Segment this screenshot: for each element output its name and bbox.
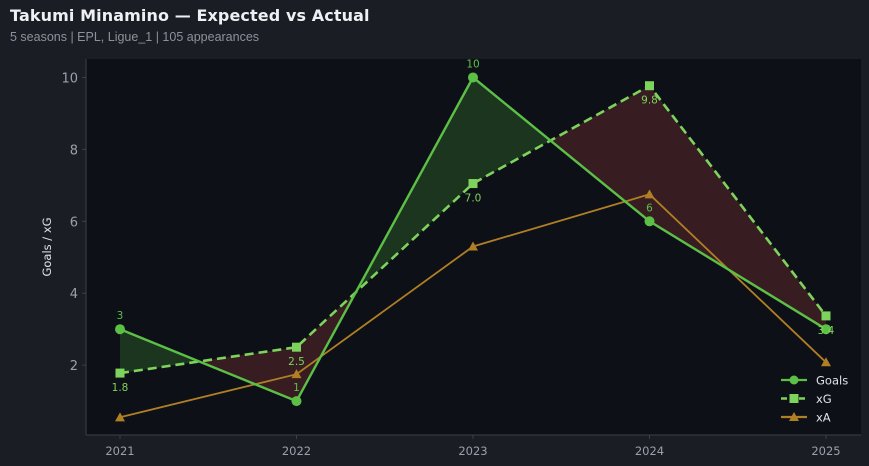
goals-point bbox=[644, 216, 655, 227]
legend-label: xG bbox=[816, 392, 832, 406]
goals-point bbox=[821, 324, 831, 335]
legend-item: xG bbox=[781, 392, 832, 406]
xg-data-label: 9.8 bbox=[641, 95, 658, 107]
underperformance-fill bbox=[550, 85, 650, 222]
goals-point bbox=[115, 324, 125, 335]
xa-point bbox=[821, 357, 831, 367]
y-tick-label: 8 bbox=[70, 143, 78, 158]
overperformance-fill bbox=[120, 329, 200, 374]
y-tick-label: 2 bbox=[70, 359, 78, 374]
legend: Goals xG xA bbox=[781, 374, 848, 425]
xg-data-label: 2.5 bbox=[288, 356, 305, 368]
legend-marker-circle bbox=[789, 375, 799, 385]
xa-point bbox=[291, 369, 302, 379]
x-tick-label: 2025 bbox=[811, 444, 840, 458]
legend-marker-square bbox=[789, 394, 799, 403]
legend-item: Goals bbox=[781, 374, 848, 388]
goals-data-label: 3 bbox=[117, 310, 124, 322]
legend-label: Goals bbox=[816, 374, 848, 388]
legend-label: xA bbox=[816, 411, 831, 425]
xg-point bbox=[292, 342, 301, 352]
underperformance-fill bbox=[199, 347, 297, 402]
xg-point bbox=[115, 368, 125, 378]
xg-point bbox=[821, 311, 831, 321]
y-tick-label: 6 bbox=[70, 215, 78, 230]
xg-point bbox=[468, 179, 478, 189]
x-tick-label: 2023 bbox=[458, 444, 487, 458]
y-axis-label: Goals / xG bbox=[40, 217, 54, 276]
underperformance-fill bbox=[649, 85, 826, 330]
xg-point bbox=[645, 81, 654, 91]
xg-data-label: 7.0 bbox=[465, 193, 482, 205]
xg-line bbox=[119, 84, 828, 375]
y-tick-label: 4 bbox=[70, 287, 78, 302]
x-tick-label: 2024 bbox=[635, 444, 664, 458]
goals-point bbox=[291, 396, 302, 407]
legend-item: xA bbox=[781, 411, 831, 425]
legend-marker-triangle bbox=[789, 412, 799, 421]
goals-data-label: 10 bbox=[466, 58, 479, 70]
chart-title: Takumi Minamino — Expected vs Actual bbox=[10, 6, 370, 25]
xa-point bbox=[115, 412, 125, 422]
xa-point bbox=[468, 241, 478, 251]
goals-point bbox=[468, 72, 478, 83]
goals-data-label: 6 bbox=[646, 202, 653, 214]
xg-data-label: 3.4 bbox=[818, 325, 835, 337]
y-tick-label: 10 bbox=[61, 71, 78, 86]
goals-data-label: 1 bbox=[293, 382, 300, 394]
x-tick-label: 2021 bbox=[105, 444, 134, 458]
xa-point bbox=[644, 189, 655, 199]
overperformance-fill bbox=[473, 77, 551, 184]
chart-subtitle: 5 seasons | EPL, Ligue_1 | 105 appearanc… bbox=[10, 30, 260, 44]
xg-data-label: 1.8 bbox=[112, 382, 129, 394]
x-tick-label: 2022 bbox=[282, 444, 311, 458]
